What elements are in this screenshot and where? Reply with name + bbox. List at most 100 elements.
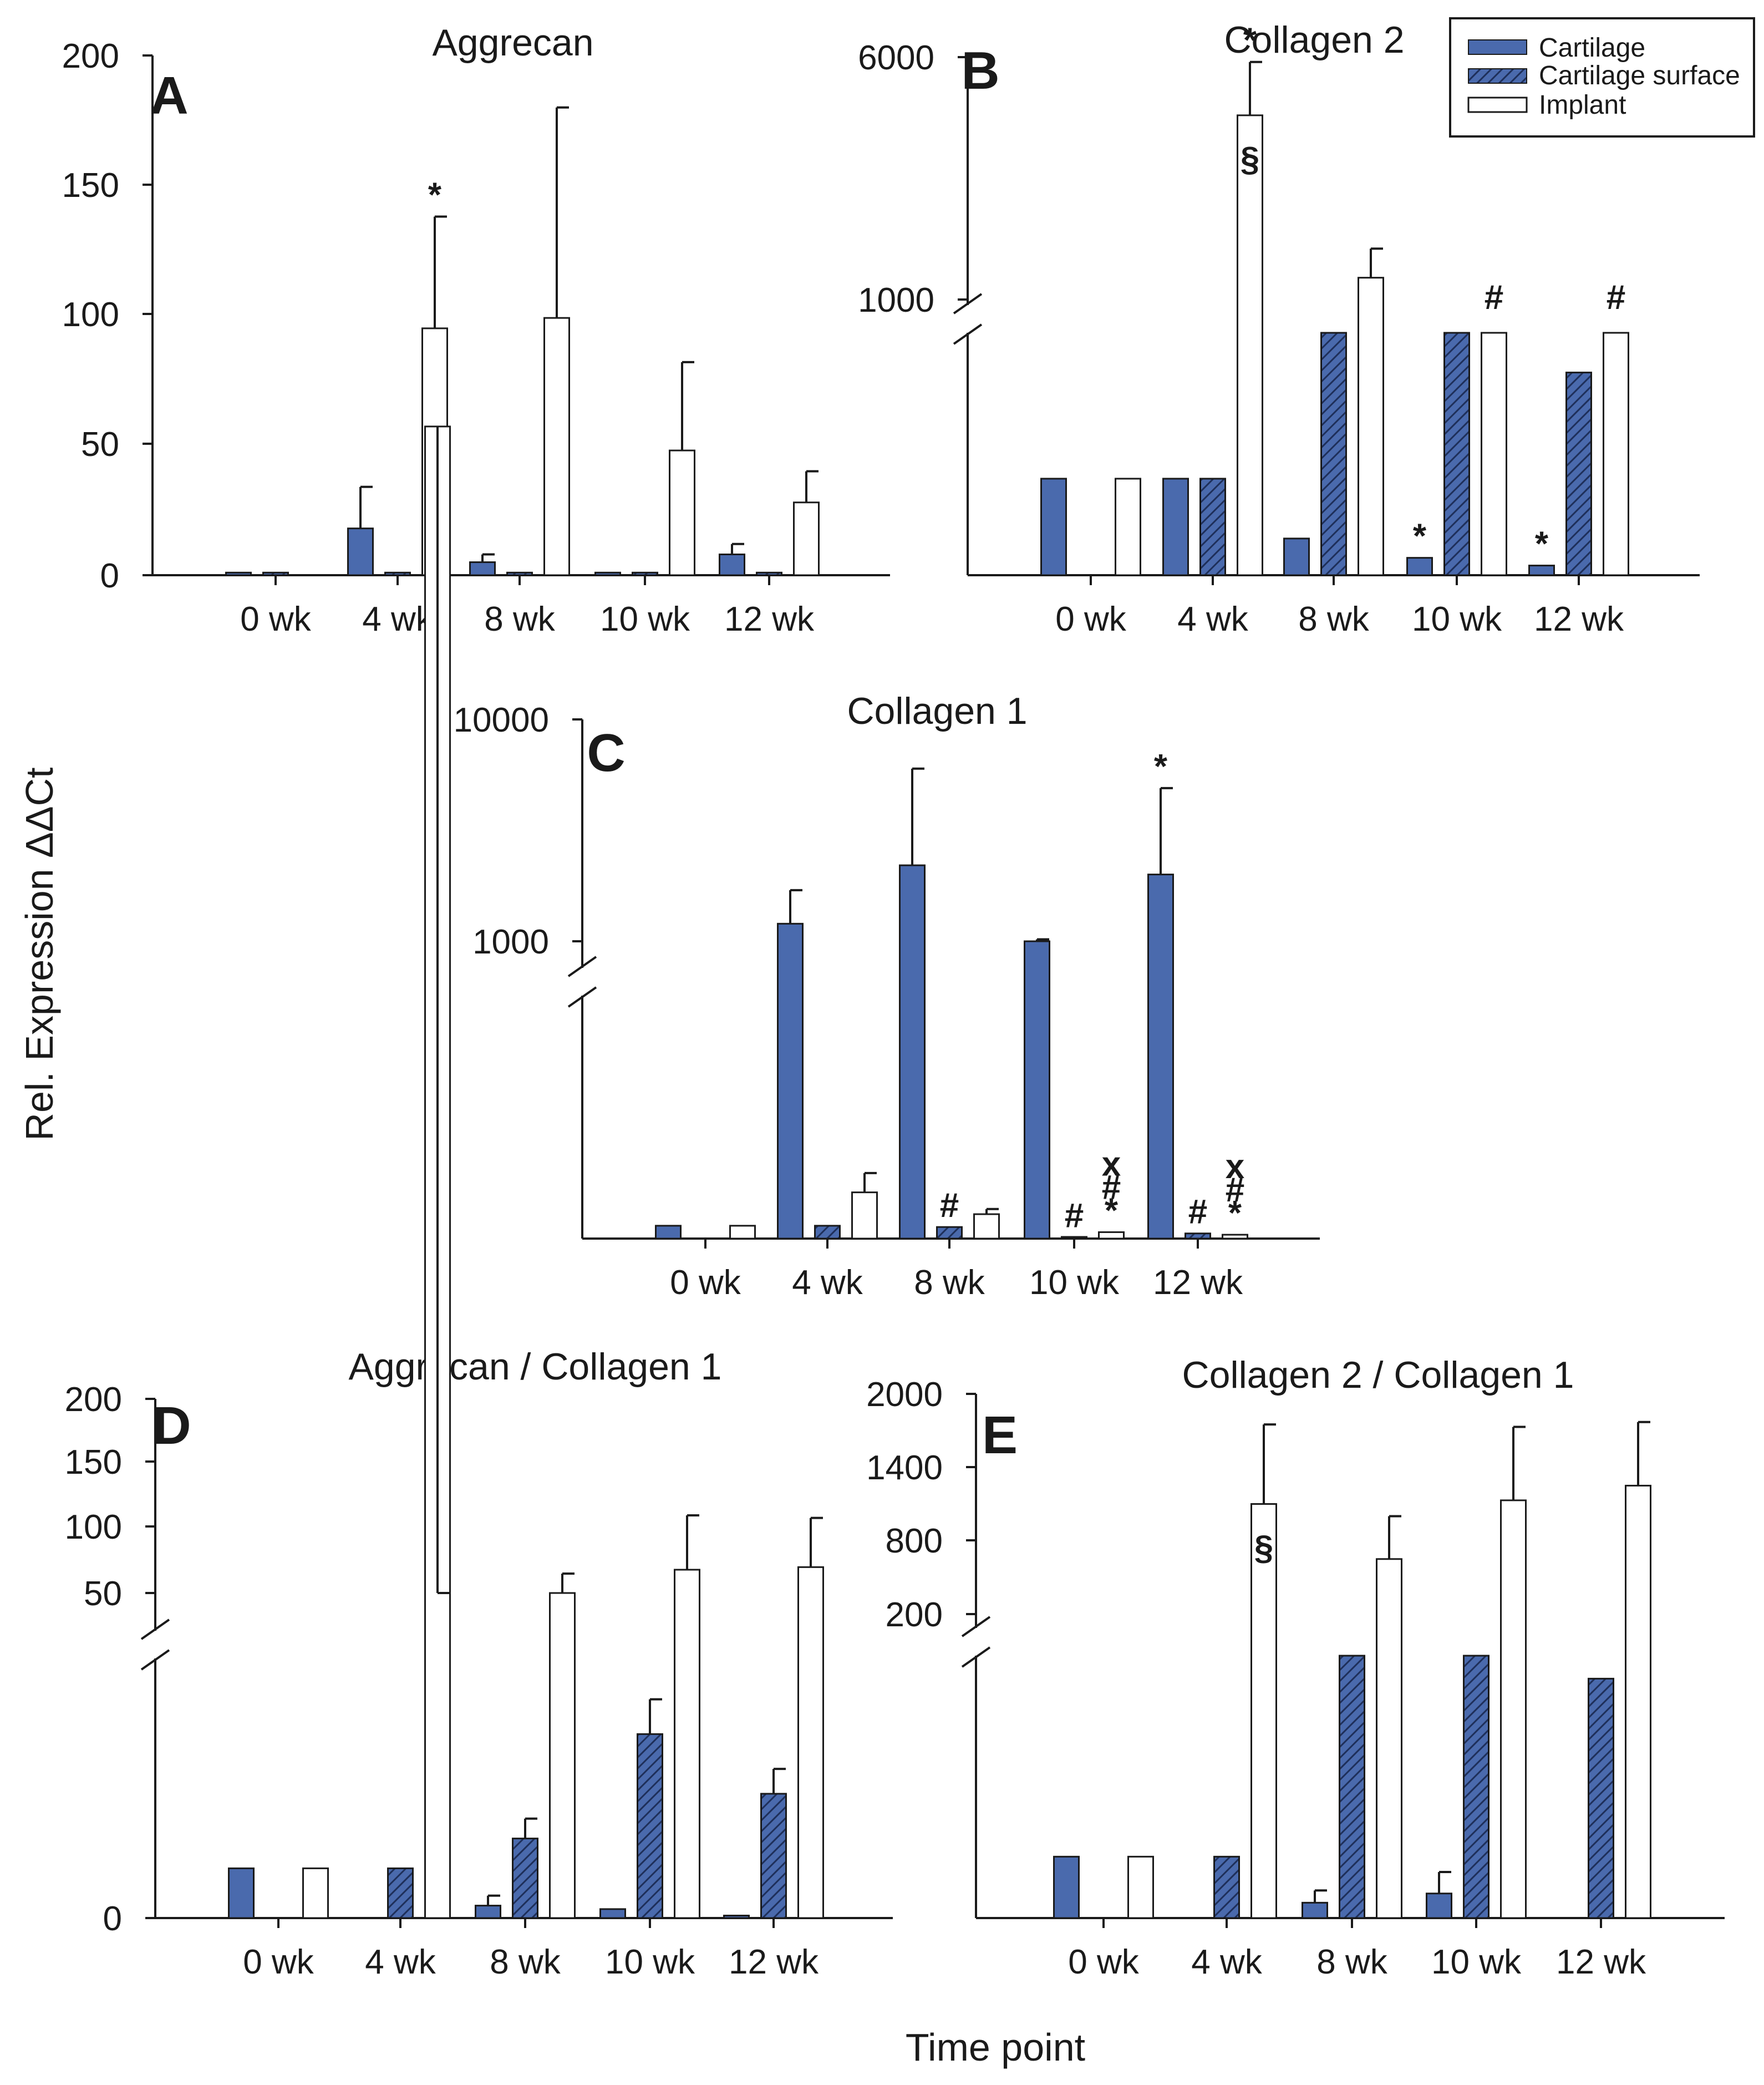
bar-cartilage — [347, 527, 374, 576]
x-tick-label: 12 wk — [1534, 600, 1624, 638]
y-tick-label: 800 — [886, 1522, 943, 1560]
bar-cartilage-surface — [512, 1838, 538, 1919]
bar-implant — [302, 1867, 329, 1919]
chart-panel-e: Collagen 2 / Collagen 1 E 200 800 1400 2000 0 … — [866, 1354, 1725, 1981]
bar-implant — [1603, 332, 1629, 576]
bar-implant — [851, 1191, 878, 1240]
significance-marker: # — [1102, 1168, 1121, 1206]
bar-cartilage — [899, 864, 926, 1240]
bar-cartilage — [594, 571, 621, 576]
bar-cartilage-surface — [262, 571, 289, 576]
y-tick-label: 10000 — [454, 701, 549, 739]
x-tick-label: 0 wk — [240, 600, 311, 638]
x-tick-label: 8 wk — [490, 1943, 561, 1981]
bar-cartilage — [777, 922, 804, 1240]
bar-cartilage — [1053, 1855, 1080, 1919]
y-tick-label: 100 — [62, 296, 119, 334]
bar-cartilage — [655, 1225, 682, 1240]
x-tick-label: 4 wk — [1177, 600, 1248, 638]
legend-label-cartilage-surface: Cartilage surface — [1539, 61, 1740, 90]
significance-marker: * — [1413, 518, 1427, 556]
bar-cartilage — [599, 1908, 626, 1919]
bar-cartilage — [1426, 1893, 1452, 1919]
legend: Cartilage Cartilage surface Implant — [1449, 17, 1755, 138]
x-tick-label: 4 wk — [792, 1264, 863, 1302]
bar-cartilage — [1024, 940, 1050, 1240]
panel-letter: E — [982, 1406, 1018, 1465]
x-tick-label: 4 wk — [1191, 1943, 1262, 1981]
significance-marker: * — [1243, 22, 1257, 60]
significance-marker: # — [1065, 1197, 1084, 1235]
bar-cartilage — [1147, 874, 1174, 1240]
bar-cartilage-surface — [1213, 1855, 1240, 1919]
bar-implant — [549, 1592, 576, 1919]
significance-marker: # — [1607, 278, 1625, 317]
chart-panel-d: Aggrecan / Collagen 1 D 0 50 100 150 200 0 wk 4 … — [65, 425, 893, 1981]
panel-letter: A — [150, 66, 188, 125]
significance-marker: * — [1228, 1194, 1242, 1232]
bar-cartilage-surface — [814, 1225, 841, 1240]
bar-cartilage-surface — [387, 1867, 414, 1919]
x-tick-label: 10 wk — [1431, 1943, 1522, 1981]
axis-break-mark — [953, 323, 983, 345]
x-tick-label: 8 wk — [1298, 600, 1369, 638]
bar-cartilage — [1302, 1901, 1328, 1919]
significance-marker: x — [1102, 1145, 1121, 1183]
y-tick-label: 100 — [65, 1508, 122, 1546]
chart-title: Aggrecan — [432, 22, 593, 64]
y-tick-label: 200 — [65, 1381, 122, 1419]
bar-cartilage — [469, 561, 496, 576]
chart-title: Collagen 2 / Collagen 1 — [1182, 1354, 1574, 1396]
bar-implant — [1481, 332, 1507, 576]
bar-cartilage — [228, 1867, 255, 1919]
y-tick-label: 6000 — [858, 39, 934, 77]
y-tick-label: 0 — [100, 557, 119, 595]
significance-marker: x — [1226, 1148, 1245, 1186]
bar-implant — [973, 1213, 1000, 1240]
bar-cartilage — [723, 1915, 750, 1919]
axis-break-mark — [567, 986, 597, 1008]
bar-cartilage-surface — [632, 571, 658, 576]
bar-cartilage — [719, 554, 745, 576]
y-tick-label: 2000 — [866, 1376, 943, 1414]
bar-implant — [1222, 1234, 1248, 1240]
bar-cartilage-surface — [1339, 1655, 1365, 1919]
axis-break-mark — [961, 1616, 991, 1637]
y-axis-label: Rel. Expression ΔΔCt — [18, 767, 61, 1140]
x-tick-label: 12 wk — [729, 1943, 819, 1981]
y-tick-label: 200 — [62, 37, 119, 75]
bar-implant — [1500, 1499, 1527, 1919]
axis-break-mark — [140, 1649, 170, 1671]
axis-break-mark — [953, 293, 983, 314]
y-tick-label: 1000 — [858, 281, 934, 319]
bar-cartilage-surface — [1185, 1232, 1211, 1240]
bar-implant — [674, 1569, 700, 1919]
legend-swatch-cartilage — [1468, 39, 1527, 55]
significance-marker: * — [428, 176, 442, 214]
bar-cartilage-surface — [1320, 332, 1347, 576]
bar-implant — [543, 317, 570, 576]
bar-implant — [1376, 1558, 1402, 1919]
significance-marker: * — [1105, 1191, 1119, 1230]
y-tick-label: 1400 — [866, 1449, 943, 1487]
x-tick-label: 0 wk — [1068, 1943, 1139, 1981]
significance-marker: # — [1485, 278, 1503, 317]
x-axis-label: Time point — [906, 2026, 1085, 2069]
bar-implant — [1358, 277, 1384, 576]
panel-letter: C — [587, 723, 625, 783]
bar-implant — [1237, 114, 1263, 576]
bar-cartilage — [225, 571, 252, 576]
bar-cartilage-surface — [760, 1793, 787, 1919]
bar-implant — [793, 501, 820, 576]
chart-panel-c: Collagen 1 C 1000 10000 0 wk 4 wk 8 wk 10 wk 12 … — [454, 690, 1320, 1302]
bar-cartilage — [1406, 557, 1433, 576]
x-tick-label: 0 wk — [243, 1943, 314, 1981]
bar-implant — [1625, 1484, 1651, 1919]
x-tick-label: 0 wk — [1055, 600, 1126, 638]
x-tick-label: 10 wk — [1029, 1264, 1120, 1302]
bar-cartilage-surface — [506, 571, 533, 576]
bar-cartilage-surface — [1588, 1677, 1614, 1919]
y-tick-label: 0 — [103, 1900, 122, 1938]
y-tick-label: 150 — [65, 1443, 122, 1482]
y-tick-label: 200 — [886, 1596, 943, 1634]
